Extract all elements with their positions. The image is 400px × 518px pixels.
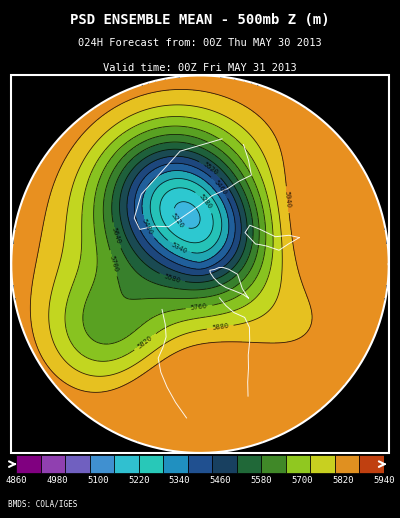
Text: 5760: 5760	[190, 303, 208, 311]
Bar	[237, 455, 261, 473]
Text: 5940: 5940	[373, 476, 395, 484]
Text: 5640: 5640	[111, 226, 122, 244]
Bar	[90, 455, 114, 473]
Text: 4980: 4980	[46, 476, 68, 484]
Text: 5460: 5460	[210, 476, 231, 484]
Bar	[65, 455, 90, 473]
Text: 5700: 5700	[292, 476, 313, 484]
Bar	[188, 455, 212, 473]
Text: 5580: 5580	[163, 273, 181, 284]
Text: 5280: 5280	[198, 193, 213, 210]
Bar	[212, 455, 237, 473]
Bar	[261, 455, 286, 473]
Text: BMDS: COLA/IGES: BMDS: COLA/IGES	[8, 499, 77, 508]
Bar	[139, 455, 163, 473]
Text: 5880: 5880	[211, 323, 229, 332]
Bar	[360, 455, 384, 473]
Text: 5580: 5580	[250, 476, 272, 484]
Text: 4860: 4860	[5, 476, 27, 484]
Bar	[335, 455, 360, 473]
Text: PSD ENSEMBLE MEAN - 500mb Z (m): PSD ENSEMBLE MEAN - 500mb Z (m)	[70, 12, 330, 26]
Text: 5220: 5220	[128, 476, 150, 484]
Bar	[16, 455, 40, 473]
Text: 5820: 5820	[332, 476, 354, 484]
Text: 5340: 5340	[169, 476, 190, 484]
Text: 5700: 5700	[108, 254, 119, 272]
Text: 024H Forecast from: 00Z Thu MAY 30 2013: 024H Forecast from: 00Z Thu MAY 30 2013	[78, 38, 322, 48]
Text: 5940: 5940	[284, 191, 292, 208]
Text: 5340: 5340	[170, 241, 188, 254]
Text: Valid time: 00Z Fri MAY 31 2013: Valid time: 00Z Fri MAY 31 2013	[103, 63, 297, 73]
Text: 5520: 5520	[202, 161, 219, 176]
Text: 5820: 5820	[136, 334, 154, 350]
Bar	[114, 455, 139, 473]
Bar	[163, 455, 188, 473]
Bar	[286, 455, 310, 473]
Text: 5460: 5460	[213, 178, 228, 195]
Text: 5100: 5100	[87, 476, 108, 484]
Bar	[310, 455, 335, 473]
Text: 5400: 5400	[140, 218, 154, 236]
Text: 5220: 5220	[170, 212, 185, 229]
Bar	[40, 455, 65, 473]
